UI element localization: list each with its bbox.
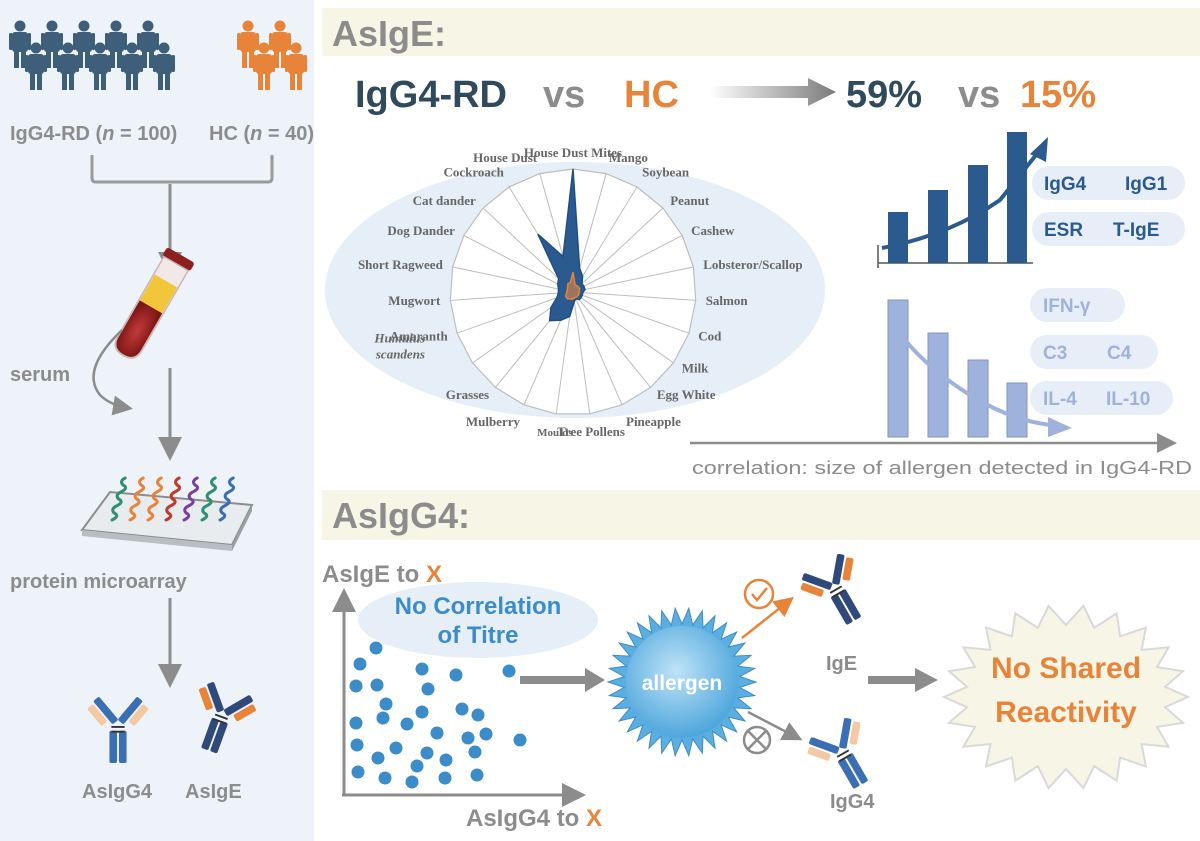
compare-left: IgG4-RD [355, 74, 507, 116]
radar-label: Grasses [446, 387, 489, 402]
left-panel-background [0, 0, 314, 841]
x-axis-label: AsIgG4 to X [466, 805, 602, 832]
allergen-icon [606, 606, 758, 758]
radar-label: Mugwort [388, 293, 441, 308]
compare-arrow [710, 78, 836, 106]
asige-header-band [322, 8, 1200, 56]
radar-label: Cat dander [413, 193, 476, 208]
microarray-label: protein microarray [10, 571, 188, 593]
radar-label: Amaranth [390, 329, 449, 344]
radar-label: Pineapple [626, 414, 681, 429]
radar-label: Cockroach [443, 164, 504, 179]
check-mark-icon [751, 587, 768, 602]
marker-igg4: IgG4 [1044, 174, 1087, 195]
radar-label: Soybean [642, 164, 690, 179]
marker-c3: C3 [1043, 343, 1067, 364]
igg4-antibody-unbound-icon [807, 717, 868, 789]
radar-label: Short Ragweed [358, 257, 444, 272]
radar-label: Cod [698, 329, 722, 344]
ige-binding-arrow [741, 596, 794, 639]
radar-label: Mulberry [466, 414, 521, 429]
negative-correlation-chart [887, 299, 1072, 438]
marker-il10: IL-10 [1106, 389, 1150, 410]
igg4-nonbinding-arrow [747, 710, 803, 741]
group2-label: HC (n = 40) [209, 123, 314, 145]
ige-antibody-bound-icon [800, 553, 861, 625]
ige-antibody-icon [198, 682, 256, 754]
radar-label: House Dust [473, 150, 538, 165]
asigg4-header-band [322, 490, 1200, 540]
radar-label: Tree Pollens [557, 424, 625, 439]
radar-label: House Dust Mites [524, 145, 622, 160]
check-circle-icon [743, 578, 775, 610]
radar-label: Lobsteror/Scallop [703, 257, 802, 272]
group-bracket [90, 155, 274, 184]
radar-label: Dog Dander [387, 223, 455, 238]
result-starburst [941, 604, 1191, 790]
radar-label: Mango [609, 150, 648, 165]
radar-label: Cashew [691, 223, 735, 238]
radar-label: Milk [682, 361, 709, 376]
pct-right: 15% [1020, 74, 1096, 116]
marker-igg1: IgG1 [1125, 174, 1168, 195]
igg4-label: IgG4 [830, 791, 875, 813]
antibody2-label: AsIgE [185, 781, 242, 803]
marker-c4: C4 [1107, 343, 1132, 364]
blocked-x-icon [747, 730, 767, 750]
radar-label: scandens [375, 347, 425, 362]
neg-pill-row3 [1030, 381, 1173, 415]
asige-section-title: AsIgE: [332, 13, 446, 54]
marker-esr: ESR [1044, 220, 1083, 241]
pct-vs: vs [958, 74, 1000, 116]
no-correlation-bubble [358, 582, 598, 658]
no-correlation-line2: of Titre [438, 622, 519, 649]
radar-label: Salmon [706, 293, 749, 308]
falling-bar-4 [1006, 382, 1028, 438]
compare-vs: vs [543, 74, 585, 116]
rising-bar-1 [888, 212, 908, 263]
allergen-label: allergen [642, 672, 723, 695]
radar-label: Moulds [537, 427, 573, 439]
titre-scatter-points [349, 641, 527, 789]
radar-label: Peanut [670, 193, 710, 208]
blocked-circle-icon [742, 725, 772, 755]
healthy-controls-icon [237, 20, 307, 90]
protein-microarray-icon [80, 476, 254, 551]
igg4-antibody-icon [87, 697, 149, 763]
correlation-caption: correlation: size of allergen detected i… [692, 458, 1192, 478]
antibody1-label: AsIgG4 [82, 781, 153, 803]
marker-pill-row2 [1032, 212, 1185, 246]
to-result-arrow [868, 668, 938, 692]
blood-tube-icon [114, 248, 194, 359]
result-line2: Reactivity [995, 696, 1137, 729]
radar-label: Egg White [657, 387, 716, 402]
marker-ifn: IFN-γ [1043, 296, 1091, 317]
serum-label: serum [10, 364, 70, 386]
y-axis-label: AsIgE to X [322, 561, 442, 588]
serum-curved-arrow [92, 329, 133, 416]
ige-label: IgE [826, 653, 857, 675]
pct-left: 59% [846, 74, 922, 116]
marker-il4: IL-4 [1043, 389, 1077, 410]
rising-bar-2 [928, 190, 948, 263]
asigg4-section-title: AsIgG4: [332, 495, 470, 536]
no-correlation-line1: No Correlation [395, 593, 562, 620]
positive-correlation-chart [877, 132, 1048, 268]
marker-tige: T-IgE [1113, 220, 1159, 241]
marker-pill-row1 [1032, 166, 1185, 200]
neg-pill-row1 [1030, 288, 1125, 322]
rising-bar-4 [1007, 132, 1027, 263]
falling-bar-2 [927, 332, 949, 438]
falling-bar-1 [887, 299, 909, 438]
compare-right: HC [624, 74, 679, 116]
igg4rd-patients-icon [9, 20, 175, 90]
radar-series [565, 272, 581, 301]
to-allergen-arrow [520, 668, 605, 692]
group1-label: IgG4-RD (n = 100) [10, 123, 177, 145]
neg-pill-row2 [1030, 335, 1158, 369]
radar-label: Humulus [373, 331, 425, 346]
result-line1: No Shared [991, 652, 1141, 685]
